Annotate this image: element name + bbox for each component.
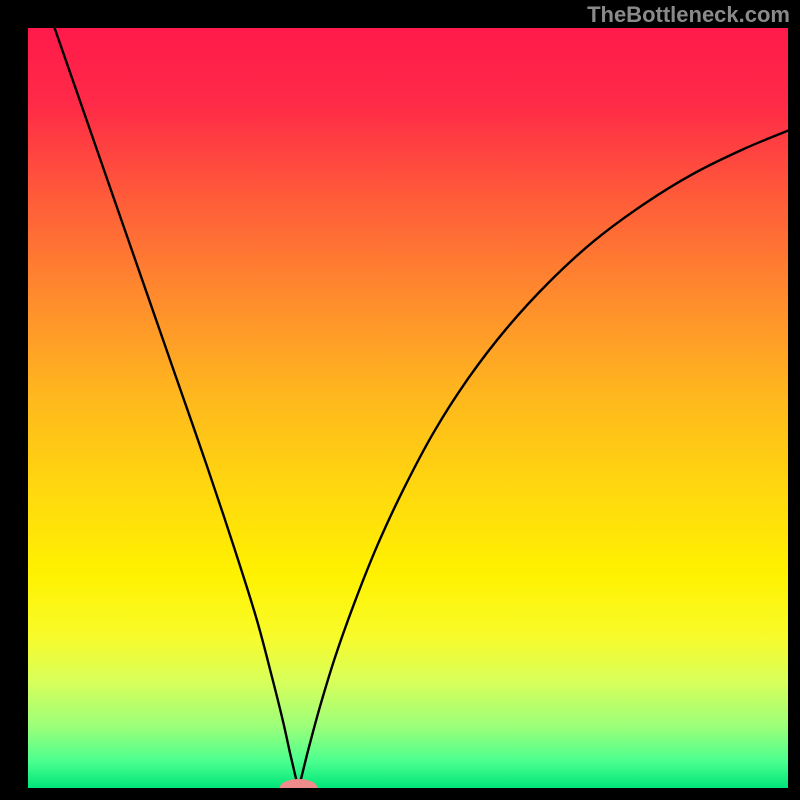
axis-frame-bottom [0,788,800,800]
chart-container: TheBottleneck.com [0,0,800,800]
axis-frame-left [0,0,28,800]
axis-frame-right [788,0,800,800]
watermark-text: TheBottleneck.com [587,2,790,28]
bottleneck-chart [0,0,800,800]
plot-background [28,28,788,788]
